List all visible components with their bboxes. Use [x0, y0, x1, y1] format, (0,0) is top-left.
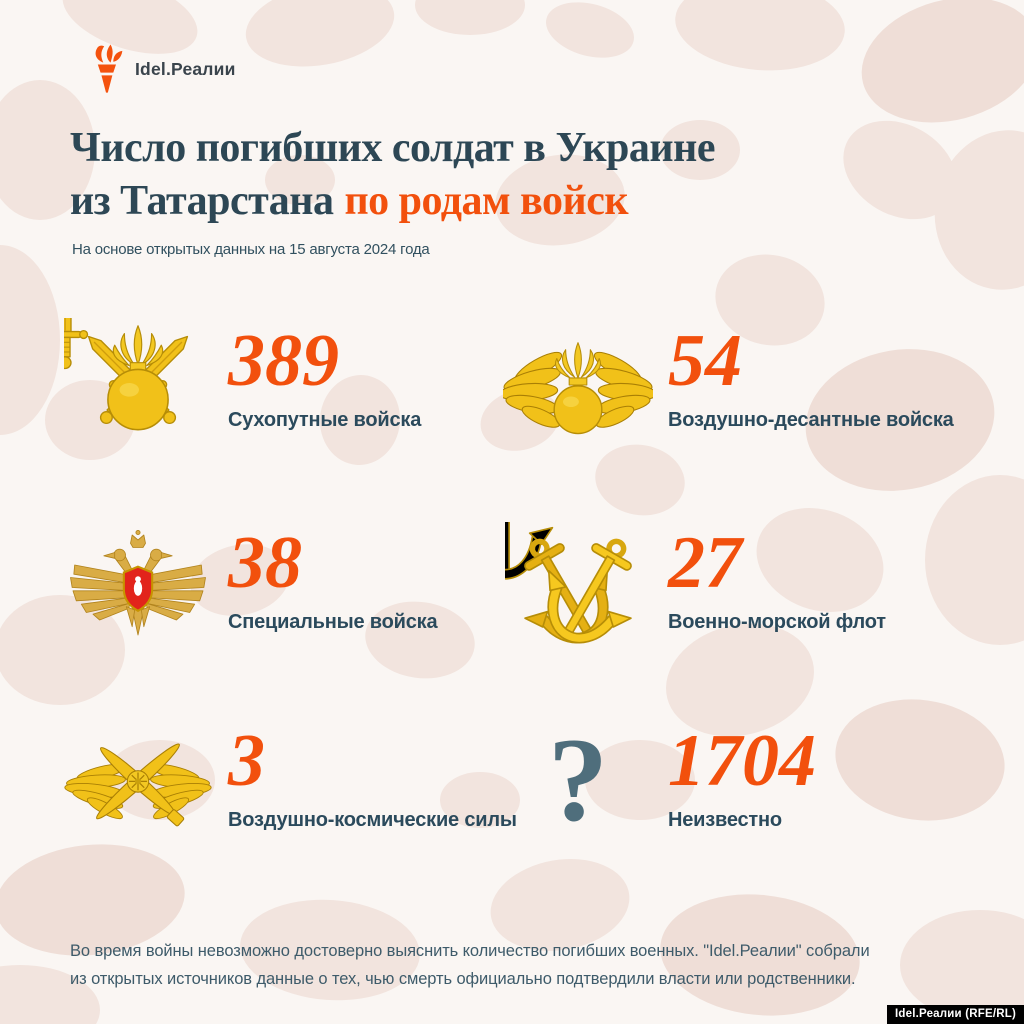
credit-badge: Idel.Реалии (RFE/RL): [886, 1005, 1024, 1024]
logo-text: Idel.Реалии: [135, 58, 236, 79]
stat-label: Воздушно-десантные войска: [668, 409, 954, 431]
special-forces-emblem-icon: [70, 529, 206, 635]
stat-value: 389: [228, 320, 339, 402]
stat-value: 54: [668, 320, 742, 402]
idel-realii-logo: Idel.Реалии: [86, 44, 236, 94]
page-title: Число погибших солдат в Украине из Татар…: [70, 122, 715, 228]
title-line2-accent: по родам войск: [344, 178, 629, 224]
stat-label: Сухопутные войска: [228, 409, 422, 431]
stat-value: 38: [228, 522, 302, 604]
question-mark-icon: ?: [548, 713, 608, 846]
subtitle: На основе открытых данных на 15 августа …: [72, 241, 430, 258]
aerospace-forces-emblem-icon: [64, 743, 213, 827]
stat-value: 27: [668, 522, 742, 604]
title-line-2: из Татарстана по родам войск: [70, 175, 715, 228]
footer-note: Во время войны невозможно достоверно выя…: [70, 942, 870, 988]
stat-label: Воздушно-космические силы: [228, 809, 517, 831]
stat-label: Специальные войска: [228, 611, 438, 633]
stat-label: Неизвестно: [668, 809, 782, 831]
stat-value: 1704: [668, 720, 816, 802]
stat-unknown: ? 1704 Неизвестно: [502, 710, 816, 860]
title-line2-dark: из Татарстана: [70, 178, 334, 224]
stat-value: 3: [228, 720, 265, 802]
stat-aerospace-forces: 3 Воздушно-космические силы: [62, 710, 517, 860]
ground-forces-emblem-icon: [64, 318, 204, 439]
navy-emblem-icon: [505, 522, 651, 652]
stat-special-forces: 38 Специальные войска: [62, 512, 438, 662]
airborne-forces-emblem-icon: [503, 342, 653, 435]
stat-navy: 27 Военно-морской флот: [502, 512, 886, 662]
stat-ground-forces: 389 Сухопутные войска: [62, 310, 421, 460]
title-line-1: Число погибших солдат в Украине: [70, 125, 715, 171]
stat-label: Военно-морской флот: [668, 611, 886, 633]
stat-airborne-forces: 54 Воздушно-десантные войска: [502, 310, 954, 460]
torch-icon: [95, 44, 123, 93]
